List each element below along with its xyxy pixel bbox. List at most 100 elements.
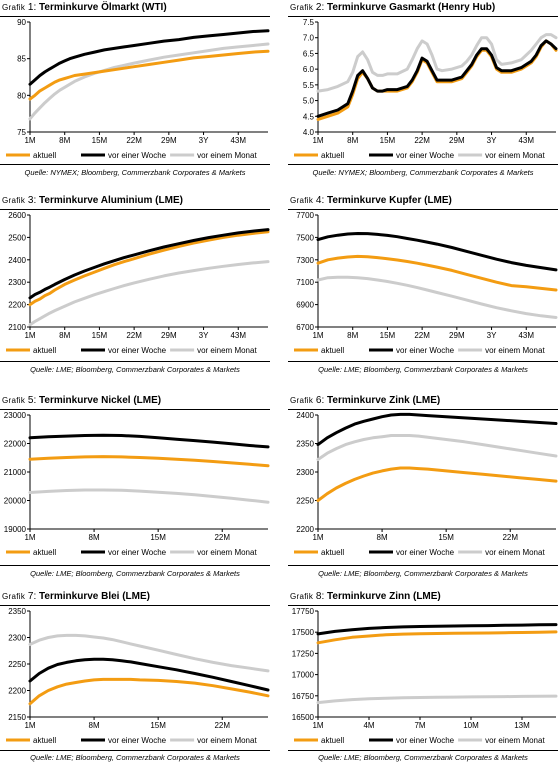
title-rule [288, 605, 558, 606]
legend-label-current: aktuell [33, 151, 56, 160]
chart-plot: 2100 2200 2300 2400 2500 2600 1M 8M 15M 22M 29M 3Y 4… [6, 211, 270, 355]
source-rule [0, 750, 270, 751]
x-tick-label: 1M [312, 331, 323, 340]
x-tick-label: 1M [24, 331, 35, 340]
chart-title: Grafik 8: Terminkurve Zinn (LME) [290, 591, 441, 602]
chart-title: Grafik 4: Terminkurve Kupfer (LME) [290, 195, 452, 206]
series-line-current [28, 455, 270, 468]
legend-label-current: aktuell [33, 736, 56, 745]
legend-label-week: vor einer Woche [108, 346, 167, 355]
series-line-week [316, 412, 558, 447]
chart-panel-7: Grafik 7: Terminkurve Blei (LME) 2150 220… [0, 589, 270, 764]
series-line-week [28, 657, 270, 692]
x-tick-label: 43M [230, 136, 246, 145]
legend-label-week: vor einer Woche [108, 736, 167, 745]
series-line-week [28, 433, 270, 449]
x-tick-label: 4M [363, 721, 374, 730]
x-tick-label: 1M [312, 136, 323, 145]
x-tick-label: 1M [24, 721, 35, 730]
y-tick-label: 7.0 [303, 34, 315, 43]
chart-plot: 2200 2250 2300 2350 2400 1M 8M 15M 22M aktuell vor… [294, 411, 558, 557]
source-note: Quelle: LME; Bloomberg, Commerzbank Corp… [318, 753, 528, 762]
series-line-current [316, 254, 558, 292]
legend-label-current: aktuell [321, 736, 344, 745]
chart-panel-1: Grafik 1: Terminkurve Ölmarkt (WTI) 75 80… [0, 0, 270, 184]
legend-label-month: vor einem Monat [485, 736, 545, 745]
series-line-month [28, 260, 270, 327]
y-tick-label: 7700 [296, 211, 314, 220]
x-tick-label: 8M [89, 533, 100, 542]
legend-label-current: aktuell [321, 346, 344, 355]
legend-label-week: vor einer Woche [396, 736, 455, 745]
source-rule [288, 164, 558, 165]
chart-panel-8: Grafik 8: Terminkurve Zinn (LME) 16500 16… [288, 589, 558, 764]
x-tick-label: 22M [414, 331, 430, 340]
series-line-month [316, 434, 558, 461]
y-tick-label: 75 [17, 128, 26, 137]
series-line-week [316, 232, 558, 272]
chart-panel-3: Grafik 3: Terminkurve Aluminium (LME) 21… [0, 193, 270, 383]
title-rule [288, 409, 558, 410]
series-line-month [316, 33, 558, 93]
legend-label-month: vor einem Monat [197, 736, 257, 745]
series-line-current [316, 466, 558, 502]
series-line-month [28, 633, 270, 673]
legend-label-week: vor einer Woche [396, 151, 455, 160]
source-rule [288, 750, 558, 751]
title-rule [288, 209, 558, 210]
legend-label-month: vor einem Monat [485, 548, 545, 557]
x-tick-label: 8M [347, 136, 358, 145]
series-line-current [28, 677, 270, 706]
title-rule [0, 409, 270, 410]
x-tick-label: 43M [230, 331, 246, 340]
chart-plot: 16500 16750 17000 17250 17500 17750 1M 4M 7M 10M 1… [292, 607, 558, 745]
y-tick-label: 6900 [296, 301, 314, 310]
chart-plot: 4.0 4.5 5.0 5.5 6.0 6.5 7.0 7.5 1M 8M 15M 22M 29M 3Y 4… [294, 18, 558, 160]
y-tick-label: 6.0 [303, 65, 315, 74]
x-tick-label: 1M [24, 136, 35, 145]
x-tick-label: 22M [214, 533, 230, 542]
source-rule [288, 361, 558, 362]
chart-panel-2: Grafik 2: Terminkurve Gasmarkt (Henry Hu… [288, 0, 558, 184]
title-rule [0, 16, 270, 17]
series-line-month [316, 694, 558, 705]
legend-label-current: aktuell [33, 346, 56, 355]
x-tick-label: 43M [518, 331, 534, 340]
chart-panel-4: Grafik 4: Terminkurve Kupfer (LME) 6700 6… [288, 193, 558, 383]
chart-title: Grafik 6: Terminkurve Zink (LME) [290, 395, 441, 406]
series-line-week [28, 228, 270, 300]
series-line-current [28, 230, 270, 307]
legend-label-week: vor einer Woche [108, 151, 167, 160]
x-tick-label: 22M [414, 136, 430, 145]
x-tick-label: 8M [347, 331, 358, 340]
chart-title: Grafik 2: Terminkurve Gasmarkt (Henry Hu… [290, 2, 496, 13]
x-tick-label: 22M [214, 721, 230, 730]
chart-title: Grafik 1: Terminkurve Ölmarkt (WTI) [2, 2, 167, 13]
x-tick-label: 15M [92, 136, 108, 145]
y-tick-label: 2200 [8, 687, 26, 696]
y-tick-label: 21000 [4, 468, 27, 477]
series-line-current [316, 630, 558, 645]
y-tick-label: 5.0 [303, 97, 315, 106]
legend-label-month: vor einem Monat [485, 346, 545, 355]
x-tick-label: 3Y [487, 136, 497, 145]
x-tick-label: 15M [150, 533, 166, 542]
y-tick-label: 85 [17, 55, 26, 64]
x-tick-label: 3Y [487, 331, 497, 340]
title-rule [0, 605, 270, 606]
y-tick-label: 17500 [292, 628, 315, 637]
y-tick-label: 90 [17, 18, 26, 27]
x-tick-label: 1M [312, 721, 323, 730]
legend-label-week: vor einer Woche [396, 548, 455, 557]
y-tick-label: 6700 [296, 323, 314, 332]
y-tick-label: 2350 [8, 607, 26, 616]
y-tick-label: 4.5 [303, 112, 315, 121]
source-rule [288, 565, 558, 566]
x-tick-label: 29M [161, 331, 177, 340]
y-tick-label: 2300 [8, 278, 26, 287]
y-tick-label: 2350 [296, 440, 314, 449]
source-note: Quelle: NYMEX; Bloomberg, Commerzbank Co… [312, 168, 534, 177]
series-line-current [28, 49, 270, 101]
legend-label-week: vor einer Woche [396, 346, 455, 355]
source-note: Quelle: NYMEX; Bloomberg, Commerzbank Co… [24, 168, 246, 177]
